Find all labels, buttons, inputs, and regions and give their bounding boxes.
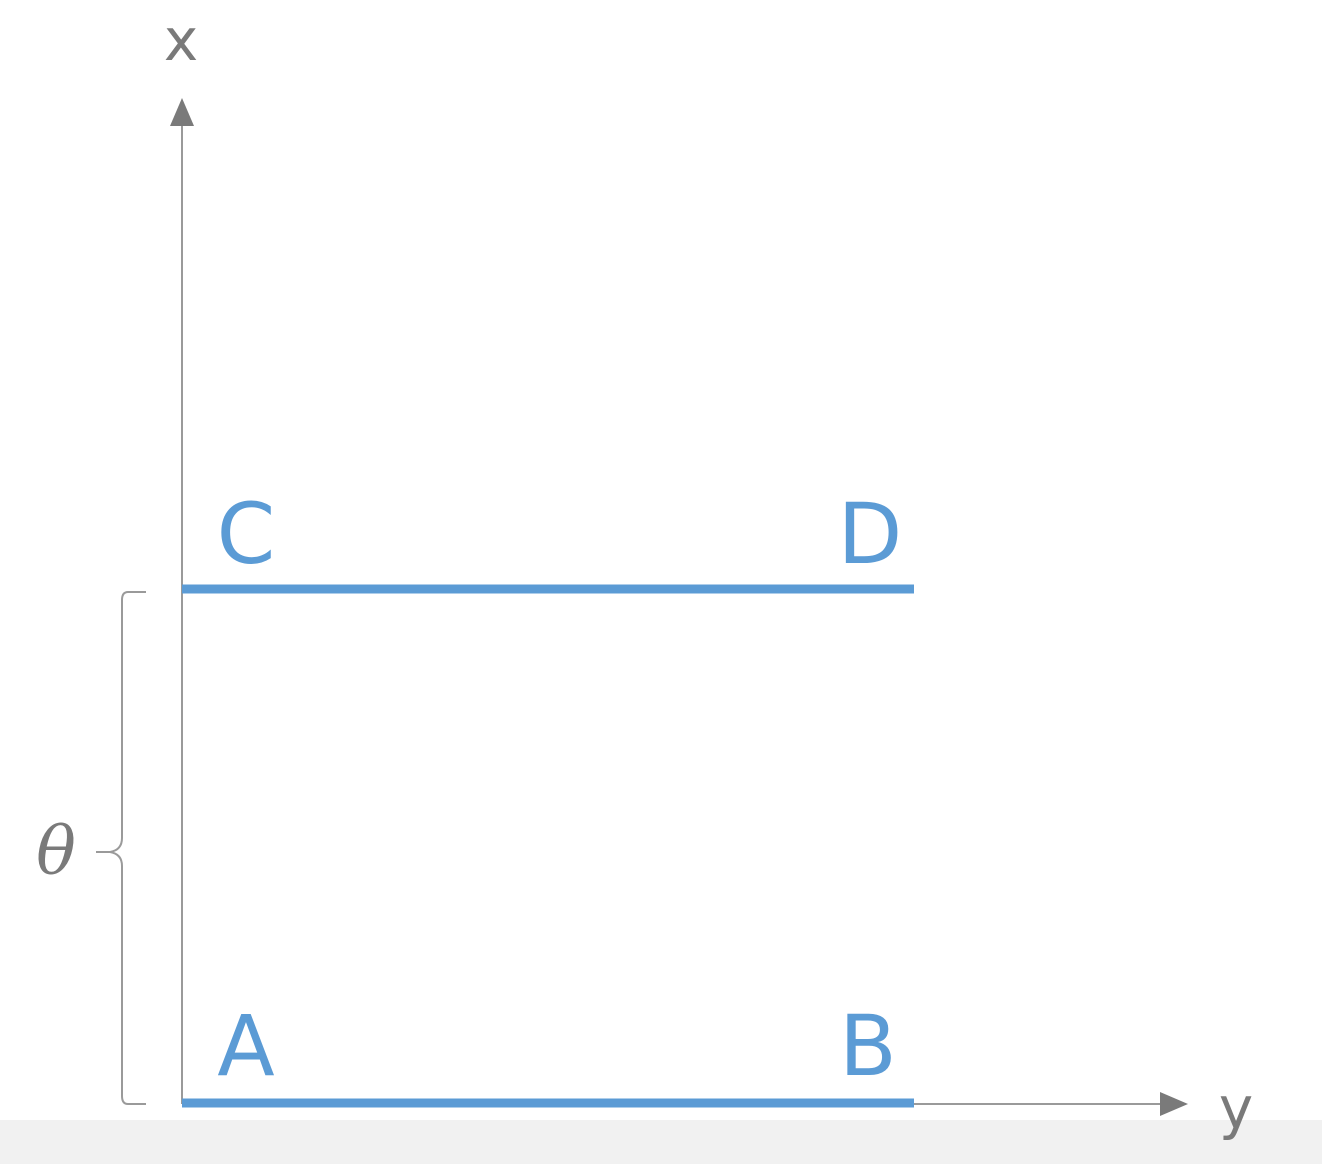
x-axis-label: x [164, 6, 198, 74]
point-label-a: A [217, 997, 274, 1095]
theta-brace [109, 591, 146, 1105]
point-label-b: B [839, 997, 897, 1095]
x-axis-arrow-icon [170, 98, 194, 126]
point-label-c: C [217, 485, 276, 583]
y-axis-arrow-icon [1160, 1092, 1188, 1116]
theta-label: θ [36, 813, 76, 890]
bottom-band [0, 1120, 1322, 1164]
point-label-d: D [838, 485, 903, 583]
y-axis-label: y [1219, 1074, 1253, 1142]
